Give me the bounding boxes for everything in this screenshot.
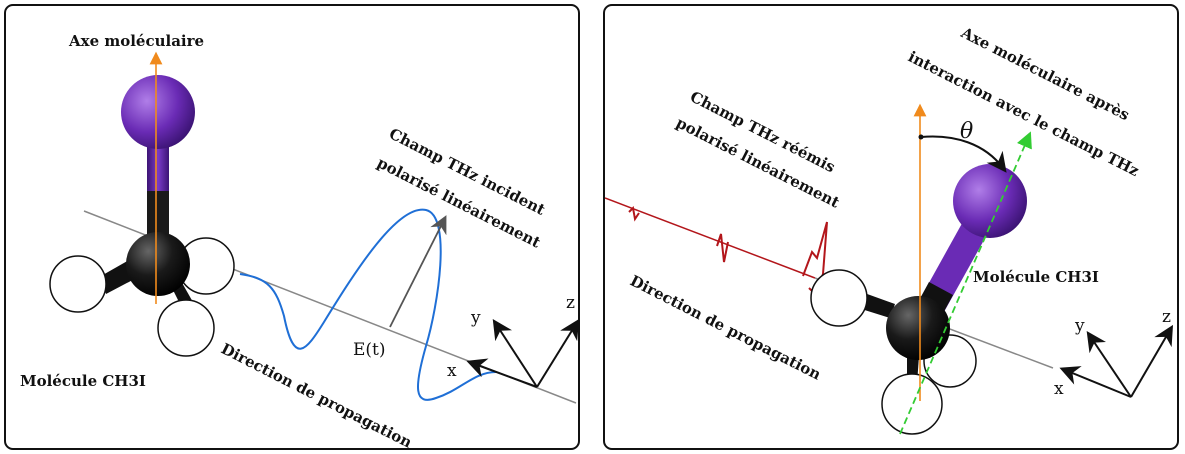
incident-thz-waveform (239, 208, 497, 401)
x-axis-arrow (466, 358, 538, 388)
carbon-atom (126, 232, 190, 296)
hydrogen-atom-bottom (157, 299, 215, 357)
panel-reemitted-field: θ x y z Axe moléculaire après interactio… (603, 4, 1179, 450)
reemitted-diagram: θ x y z Axe moléculaire après interactio… (605, 23, 1174, 435)
carbon-atom (886, 296, 950, 360)
iodine-atom (121, 75, 195, 149)
y-axis-arrow (492, 318, 538, 388)
z-axis-arrow (536, 318, 578, 388)
molecule-label: Molécule CH3I (20, 372, 146, 390)
reemitted-pulse-1 (628, 205, 640, 222)
field-vector-arrow (389, 215, 447, 328)
hydrogen-atom-left (49, 255, 107, 313)
propagation-label: Direction de propagation (627, 272, 824, 384)
y-axis-arrow (1086, 331, 1132, 398)
angle-arc (920, 135, 1007, 173)
reemitted-pulse-2 (716, 233, 729, 263)
hydrogen-atom-left (810, 269, 868, 327)
z-axis-label: z (566, 293, 575, 313)
theta-symbol: θ (960, 119, 973, 144)
x-axis-arrow (1059, 366, 1132, 398)
z-axis-label: z (1162, 307, 1171, 327)
y-axis-label: y (470, 308, 481, 328)
coordinate-frame: x y z (1054, 307, 1174, 399)
rotated-axis-arrow (899, 131, 1032, 435)
y-axis-label: y (1074, 316, 1085, 336)
iodine-atom (953, 164, 1027, 238)
hydrogen-atom-bottom (881, 373, 943, 435)
x-axis-label: x (1054, 379, 1064, 399)
ci-bond-carbon-side (147, 191, 169, 236)
molecular-axis-label: Axe moléculaire (68, 32, 204, 50)
axis-after-label-line1: Axe moléculaire après (957, 23, 1132, 124)
reemitted-field-line (605, 197, 816, 279)
molecule-label: Molécule CH3I (973, 268, 1099, 286)
incident-diagram: x y z Axe moléculaire E(t) Champ THz inc… (20, 32, 578, 448)
x-axis-label: x (447, 361, 457, 381)
field-symbol-label: E(t) (353, 340, 386, 360)
z-axis-arrow (1130, 324, 1174, 398)
coordinate-frame: x y z (447, 293, 578, 388)
panel-incident-field: x y z Axe moléculaire E(t) Champ THz inc… (4, 4, 580, 450)
